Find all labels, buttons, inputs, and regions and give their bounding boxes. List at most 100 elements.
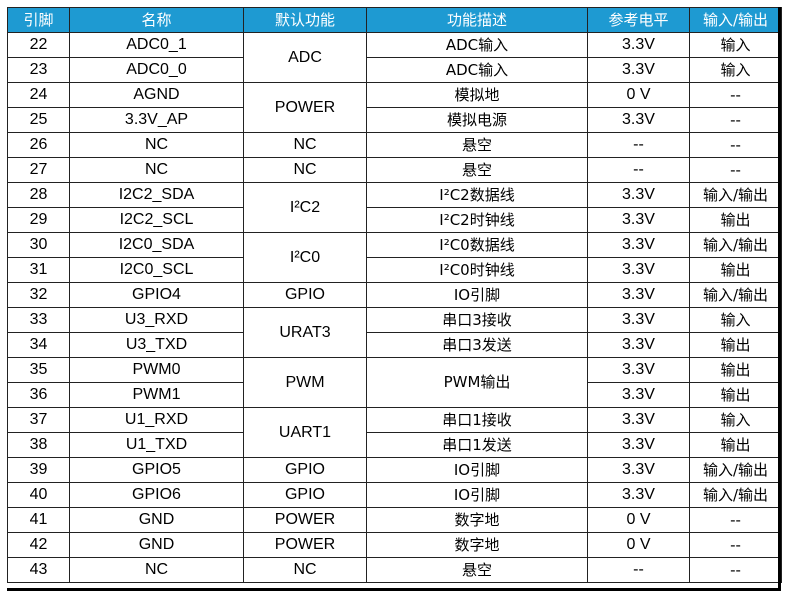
pin-number: 37 bbox=[7, 407, 70, 433]
io-direction: 输入 bbox=[689, 32, 782, 58]
default-function: I²C2 bbox=[243, 182, 367, 233]
table-row: 22 ADC0_1 ADC ADC输入 3.3V 输入 bbox=[7, 32, 782, 83]
io-direction: -- bbox=[689, 82, 782, 108]
pin-name: PWM0 bbox=[69, 357, 244, 383]
io-direction: 输出 bbox=[689, 382, 782, 408]
table-row: 39 GPIO5 GPIO IO引脚 3.3V 输入/输出 bbox=[7, 457, 782, 483]
io-direction: 输出 bbox=[689, 432, 782, 458]
table-row: 33 U3_RXD URAT3 串口3接收 3.3V 输入 bbox=[7, 307, 782, 358]
default-function: UART1 bbox=[243, 407, 367, 458]
reference-level: 3.3V bbox=[587, 107, 690, 133]
reference-level: 0 V bbox=[587, 532, 690, 558]
pin-name: 3.3V_AP bbox=[69, 107, 244, 133]
table-row: 24 AGND POWER 模拟地 0 V -- bbox=[7, 82, 782, 133]
function-description: 模拟地 bbox=[366, 82, 588, 108]
io-direction: -- bbox=[689, 107, 782, 133]
pin-number: 26 bbox=[7, 132, 70, 158]
header-row: 引脚 名称 默认功能 功能描述 参考电平 输入/输出 bbox=[7, 7, 782, 33]
io-direction: -- bbox=[689, 157, 782, 183]
pin-name: GND bbox=[69, 507, 244, 533]
pin-name: NC bbox=[69, 157, 244, 183]
pin-number: 25 bbox=[7, 107, 70, 133]
pin-name: I2C2_SDA bbox=[69, 182, 244, 208]
table-row: 30 I2C0_SDA I²C0 I²C0数据线 3.3V 输入/输出 bbox=[7, 232, 782, 283]
io-direction: 输出 bbox=[689, 207, 782, 233]
pin-name: NC bbox=[69, 557, 244, 583]
default-function: GPIO bbox=[243, 482, 367, 508]
table-row: 23 ADC0_0 ADC输入 3.3V 输入 bbox=[7, 57, 782, 83]
reference-level: 3.3V bbox=[587, 282, 690, 308]
pin-number: 39 bbox=[7, 457, 70, 483]
pin-name: I2C0_SCL bbox=[69, 257, 244, 283]
table-row: 42 GND POWER 数字地 0 V -- bbox=[7, 532, 782, 558]
header-name: 名称 bbox=[69, 7, 244, 33]
page-bottom-rule bbox=[7, 588, 781, 591]
reference-level: 3.3V bbox=[587, 257, 690, 283]
io-direction: 输入 bbox=[689, 407, 782, 433]
function-description: 悬空 bbox=[366, 157, 588, 183]
header-io-direction: 输入/输出 bbox=[689, 7, 782, 33]
pin-name: I2C2_SCL bbox=[69, 207, 244, 233]
pin-number: 38 bbox=[7, 432, 70, 458]
pin-name: GPIO5 bbox=[69, 457, 244, 483]
reference-level: -- bbox=[587, 557, 690, 583]
reference-level: 3.3V bbox=[587, 57, 690, 83]
default-function: I²C0 bbox=[243, 232, 367, 283]
pin-name: PWM1 bbox=[69, 382, 244, 408]
io-direction: -- bbox=[689, 132, 782, 158]
pin-table: 引脚 名称 默认功能 功能描述 参考电平 输入/输出 22 ADC0_1 ADC… bbox=[7, 7, 782, 583]
table-row: 38 U1_TXD 串口1发送 3.3V 输出 bbox=[7, 432, 782, 458]
reference-level: 3.3V bbox=[587, 332, 690, 358]
default-function: ADC bbox=[243, 32, 367, 83]
io-direction: -- bbox=[689, 507, 782, 533]
function-description: 串口1接收 bbox=[366, 407, 588, 433]
reference-level: 3.3V bbox=[587, 232, 690, 258]
pin-number: 29 bbox=[7, 207, 70, 233]
default-function: URAT3 bbox=[243, 307, 367, 358]
pin-number: 32 bbox=[7, 282, 70, 308]
pin-number: 24 bbox=[7, 82, 70, 108]
function-description: 串口3接收 bbox=[366, 307, 588, 333]
reference-level: 3.3V bbox=[587, 482, 690, 508]
table-row: 34 U3_TXD 串口3发送 3.3V 输出 bbox=[7, 332, 782, 358]
table-row: 36 PWM1 3.3V 输出 bbox=[7, 382, 782, 408]
reference-level: 3.3V bbox=[587, 357, 690, 383]
function-description: 模拟电源 bbox=[366, 107, 588, 133]
pin-name: NC bbox=[69, 132, 244, 158]
pin-number: 31 bbox=[7, 257, 70, 283]
io-direction: 输入/输出 bbox=[689, 457, 782, 483]
pin-number: 42 bbox=[7, 532, 70, 558]
table-row: 41 GND POWER 数字地 0 V -- bbox=[7, 507, 782, 533]
table-row: 31 I2C0_SCL I²C0时钟线 3.3V 输出 bbox=[7, 257, 782, 283]
default-function: POWER bbox=[243, 532, 367, 558]
pin-name: U3_TXD bbox=[69, 332, 244, 358]
table-row: 35 PWM0 PWM PWM输出 3.3V 输出 bbox=[7, 357, 782, 408]
function-description: IO引脚 bbox=[366, 457, 588, 483]
pin-number: 28 bbox=[7, 182, 70, 208]
pin-number: 41 bbox=[7, 507, 70, 533]
io-direction: 输入/输出 bbox=[689, 282, 782, 308]
pin-name: GPIO6 bbox=[69, 482, 244, 508]
pin-name: GND bbox=[69, 532, 244, 558]
table-row: 25 3.3V_AP 模拟电源 3.3V -- bbox=[7, 107, 782, 133]
pin-number: 40 bbox=[7, 482, 70, 508]
default-function: POWER bbox=[243, 82, 367, 133]
pin-name: GPIO4 bbox=[69, 282, 244, 308]
io-direction: -- bbox=[689, 532, 782, 558]
table-row: 29 I2C2_SCL I²C2时钟线 3.3V 输出 bbox=[7, 207, 782, 233]
reference-level: -- bbox=[587, 132, 690, 158]
function-description: 数字地 bbox=[366, 532, 588, 558]
reference-level: 3.3V bbox=[587, 307, 690, 333]
function-description: 串口1发送 bbox=[366, 432, 588, 458]
io-direction: 输入/输出 bbox=[689, 482, 782, 508]
function-description: PWM输出 bbox=[366, 357, 588, 408]
function-description: IO引脚 bbox=[366, 482, 588, 508]
default-function: PWM bbox=[243, 357, 367, 408]
reference-level: 3.3V bbox=[587, 457, 690, 483]
reference-level: 0 V bbox=[587, 507, 690, 533]
io-direction: 输入 bbox=[689, 57, 782, 83]
function-description: 悬空 bbox=[366, 132, 588, 158]
function-description: 数字地 bbox=[366, 507, 588, 533]
pin-number: 23 bbox=[7, 57, 70, 83]
header-pin: 引脚 bbox=[7, 7, 70, 33]
